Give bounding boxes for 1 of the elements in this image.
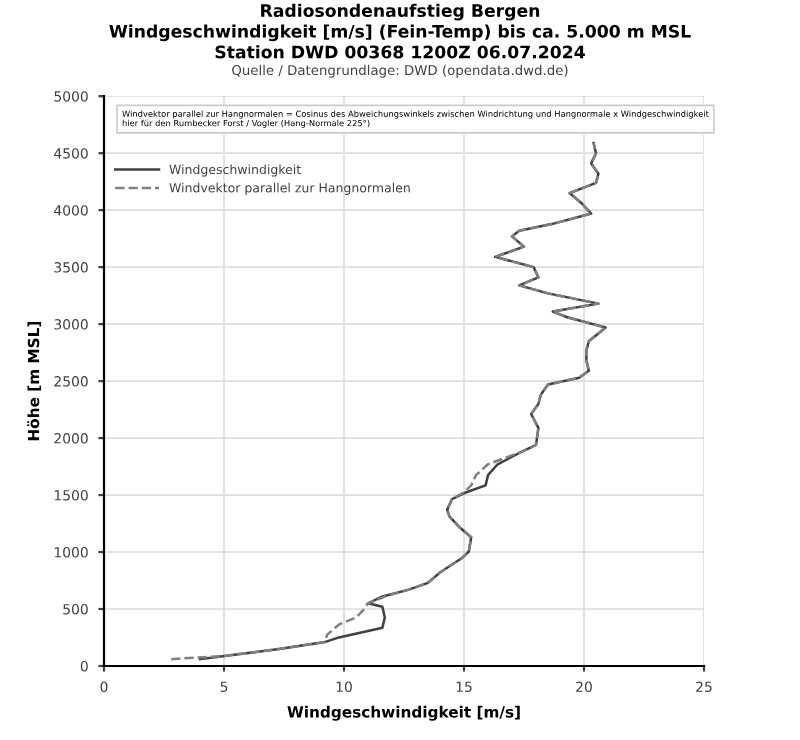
chart-title: Radiosondenaufstieg Bergen Windgeschwindigkeit [m/s] (Fein-Temp) bis ca. 5.000 m MSL Station DWD 00368 1200Z 06.07.2024 — [109, 3, 691, 59]
